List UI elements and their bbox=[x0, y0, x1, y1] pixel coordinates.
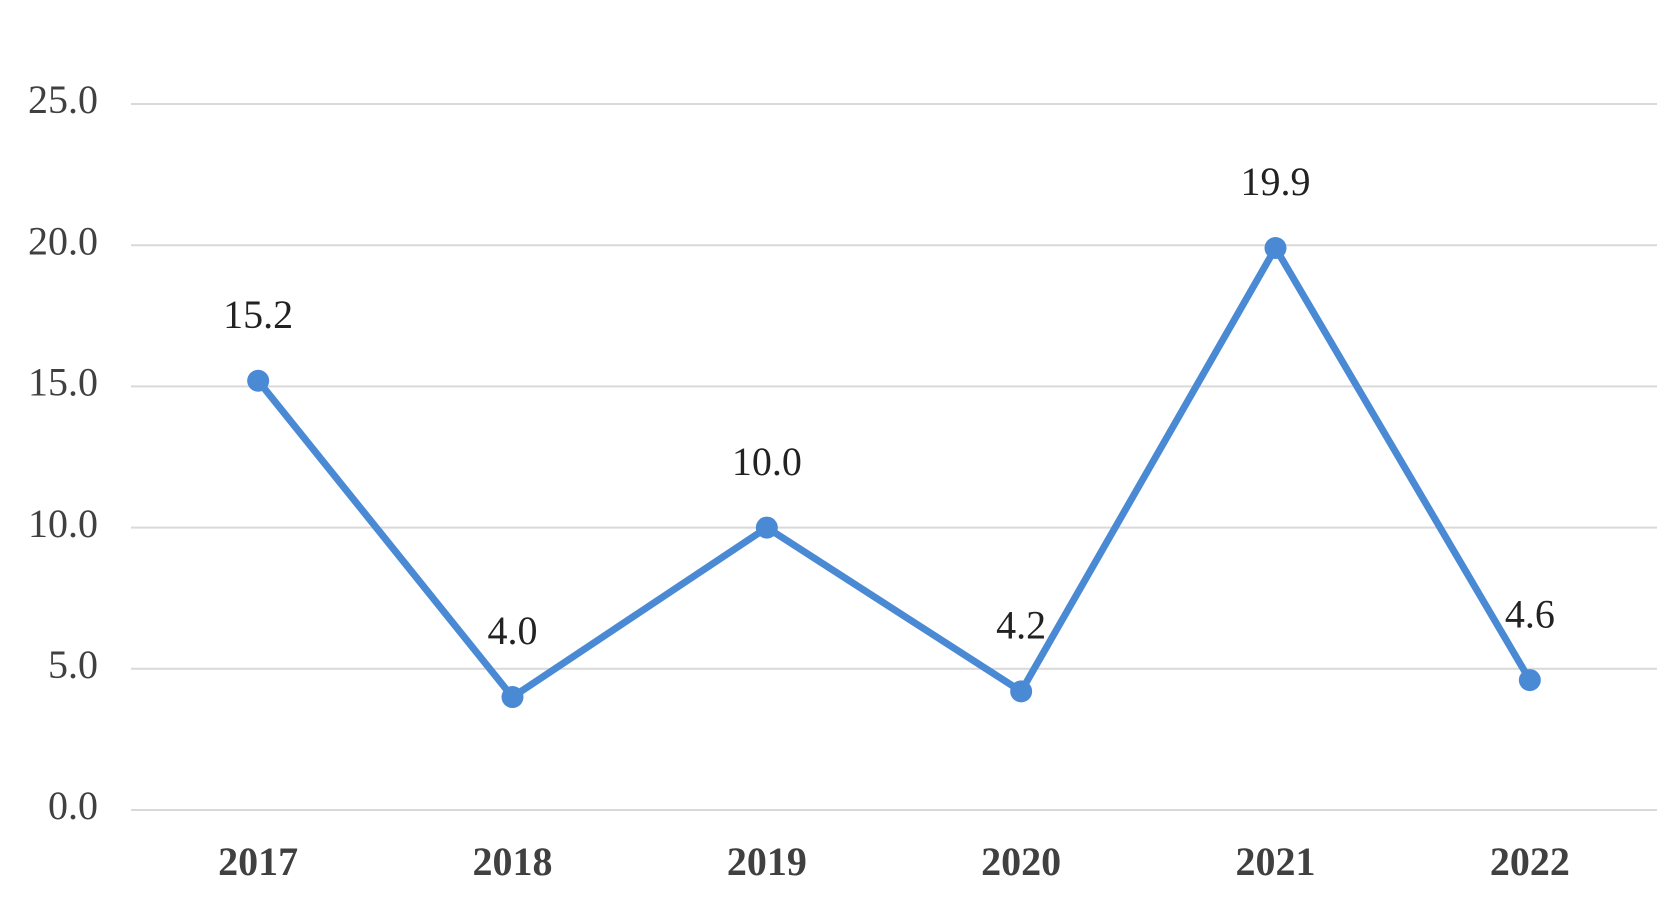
x-tick-label: 2019 bbox=[727, 839, 807, 884]
point bbox=[1518, 669, 1541, 692]
y-tick-label: 15.0 bbox=[28, 360, 98, 405]
y-tick-label: 25.0 bbox=[28, 77, 98, 122]
point bbox=[247, 369, 270, 392]
point bbox=[1264, 237, 1287, 260]
x-tick-label: 2020 bbox=[981, 839, 1061, 884]
data-label: 4.2 bbox=[996, 603, 1046, 648]
point bbox=[1010, 680, 1033, 703]
x-tick-label: 2021 bbox=[1236, 839, 1316, 884]
x-tick-label: 2022 bbox=[1490, 839, 1570, 884]
data-label: 19.9 bbox=[1241, 159, 1311, 204]
y-tick-label: 0.0 bbox=[48, 783, 98, 828]
point bbox=[755, 516, 778, 539]
y-tick-label: 20.0 bbox=[28, 218, 98, 263]
x-tick-label: 2018 bbox=[473, 839, 553, 884]
data-label: 4.6 bbox=[1505, 591, 1555, 636]
data-label: 10.0 bbox=[732, 439, 802, 484]
y-tick-label: 5.0 bbox=[48, 642, 98, 687]
data-label: 4.0 bbox=[488, 608, 538, 653]
y-tick-label: 10.0 bbox=[28, 501, 98, 546]
line bbox=[255, 244, 1533, 701]
data-label: 15.2 bbox=[223, 292, 293, 337]
x-tick-label: 2017 bbox=[218, 839, 298, 884]
point bbox=[501, 686, 524, 709]
